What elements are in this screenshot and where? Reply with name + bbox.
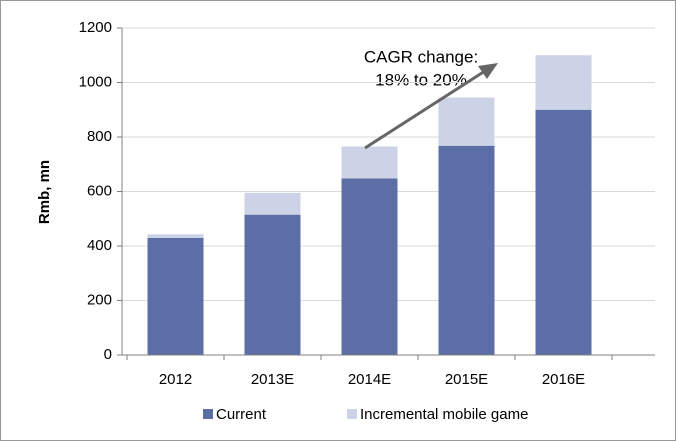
legend-label: Incremental mobile game xyxy=(360,406,528,423)
legend-swatch xyxy=(203,409,213,419)
arrow-head xyxy=(478,63,498,79)
bar-segment xyxy=(535,109,592,355)
y-tick-label: 1200 xyxy=(79,19,112,36)
legend-swatch xyxy=(347,409,357,419)
bar-segment xyxy=(147,234,204,238)
y-tick-label: 400 xyxy=(87,237,112,254)
x-tick-label: 2015E xyxy=(445,371,488,388)
x-tick-label: 2012 xyxy=(159,371,192,388)
bar-segment xyxy=(438,97,495,146)
bar-segment xyxy=(244,214,301,355)
bar-segment xyxy=(244,192,301,215)
y-tick-label: 1000 xyxy=(79,73,112,90)
legend-label: Current xyxy=(216,406,267,423)
bar-segment xyxy=(535,55,592,110)
bar-segment xyxy=(438,145,495,355)
y-axis-label: Rmb, mn xyxy=(36,160,53,224)
x-tick-label: 2013E xyxy=(251,371,294,388)
y-tick-label: 800 xyxy=(87,128,112,145)
x-tick-label: 2014E xyxy=(348,371,391,388)
annotation-arrow xyxy=(364,69,486,150)
y-tick-label: 0 xyxy=(104,346,112,363)
bar-segment xyxy=(341,146,398,179)
bar-segment xyxy=(147,237,204,355)
annotation: 18% to 20% xyxy=(375,70,467,89)
y-tick-label: 600 xyxy=(87,182,112,199)
annotation: CAGR change: xyxy=(364,47,478,66)
bar-segment xyxy=(341,178,398,355)
x-tick-label: 2016E xyxy=(542,371,585,388)
y-tick-label: 200 xyxy=(87,291,112,308)
